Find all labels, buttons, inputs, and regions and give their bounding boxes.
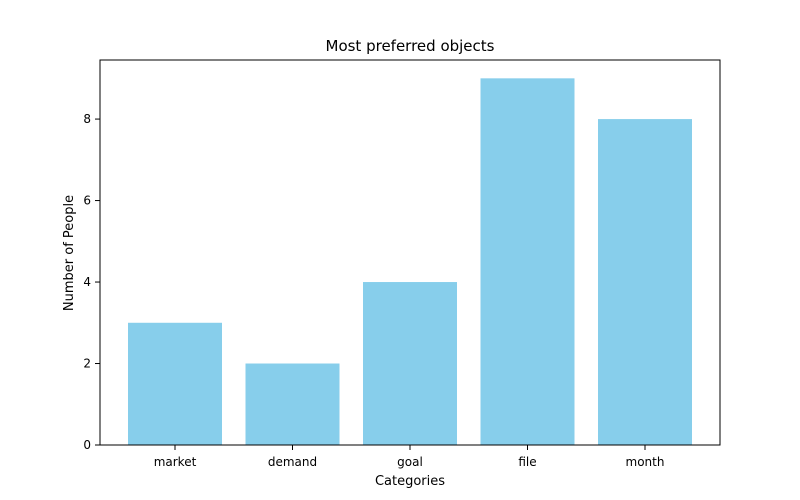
bar-market: [128, 322, 222, 445]
y-tick-label-8: 8: [83, 112, 91, 126]
y-tick-label-6: 6: [83, 194, 91, 208]
x-axis-label: Categories: [375, 474, 445, 489]
x-tick-label-market: market: [154, 455, 197, 469]
x-tick-label-demand: demand: [268, 455, 317, 469]
y-tick-label-0: 0: [83, 438, 91, 452]
y-axis-label: Number of People: [62, 195, 77, 311]
plot-frame: [99, 59, 721, 446]
bar-demand: [245, 363, 340, 445]
x-tick-label-month: month: [626, 455, 665, 469]
y-tick-label-4: 4: [83, 275, 91, 289]
bar-file: [480, 78, 575, 445]
y-axis-ticks: 0 2 4 6 8: [83, 112, 100, 452]
x-tick-label-file: file: [518, 455, 536, 469]
x-tick-label-goal: goal: [397, 455, 423, 469]
y-tick-label-2: 2: [83, 357, 91, 371]
bar-month: [598, 119, 692, 446]
x-axis-ticks: market demand goal file month: [154, 445, 665, 469]
bar-goal: [363, 282, 457, 445]
bars-group: [128, 78, 692, 446]
chart-title: Most preferred objects: [326, 37, 495, 55]
